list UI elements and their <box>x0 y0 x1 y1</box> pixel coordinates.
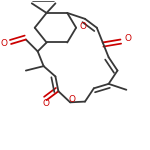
Text: O: O <box>124 34 131 43</box>
Text: O: O <box>80 22 87 31</box>
Text: O: O <box>1 39 8 48</box>
Text: O: O <box>68 95 75 104</box>
Text: O: O <box>42 99 49 108</box>
